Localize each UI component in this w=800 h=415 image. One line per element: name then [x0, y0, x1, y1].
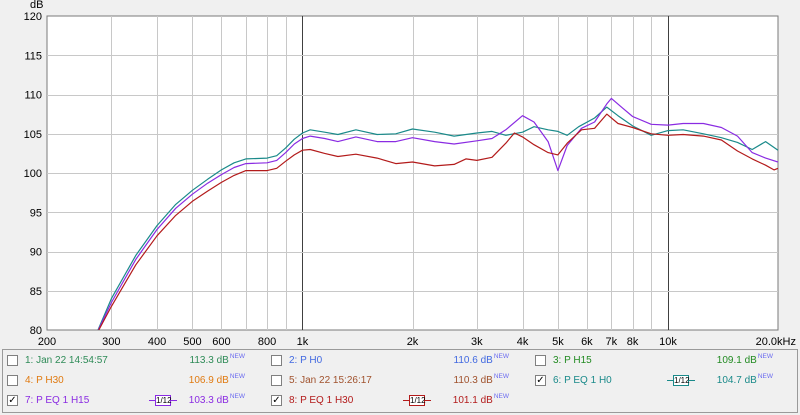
x-tick-label: 1k — [297, 336, 309, 348]
x-tick-label: 2k — [407, 336, 419, 348]
legend-label: 8: P EQ 1 H30 — [289, 395, 354, 406]
smoothing-button[interactable]: 1/12 — [667, 375, 695, 386]
legend-value: 104.7 dBNEW — [716, 373, 773, 386]
x-tick-label: 500 — [183, 336, 201, 348]
x-tick-label: 400 — [148, 336, 166, 348]
legend-entry[interactable]: ✓ 8: P EQ 1 H30 1/12 101.1 dBNEW — [267, 392, 531, 410]
new-badge: NEW — [229, 353, 245, 360]
y-tick-label: 110 — [24, 90, 42, 102]
y-tick-label: 115 — [24, 50, 42, 62]
legend-checkbox[interactable] — [535, 355, 546, 366]
new-badge: NEW — [229, 393, 245, 400]
legend-value: 106.9 dBNEW — [188, 373, 245, 386]
legend-label: 2: P H0 — [289, 355, 323, 366]
new-badge: NEW — [757, 353, 773, 360]
series-line-p-eq-1-h0 — [97, 106, 778, 330]
x-tick-label: 20.0kHz — [756, 336, 796, 348]
legend-value: 110.3 dBNEW — [453, 373, 509, 386]
legend-label: 1: Jan 22 14:54:57 — [25, 355, 108, 366]
series-lines — [97, 97, 778, 330]
legend-checkbox[interactable]: ✓ — [535, 375, 546, 386]
series-line-p-eq-1-h15 — [97, 97, 778, 330]
new-badge: NEW — [493, 373, 509, 380]
legend-label: 3: P H15 — [553, 355, 592, 366]
y-tick-labels: 80 85 90 95 100 105 110 115 120 — [24, 11, 42, 337]
legend-value: 103.3 dBNEW — [188, 393, 245, 406]
legend-entry[interactable]: ✓ 6: P EQ 1 H0 1/12 104.7 dBNEW — [531, 372, 795, 390]
legend-value: 109.1 dBNEW — [716, 353, 773, 366]
x-tick-label: 200 — [38, 336, 56, 348]
legend-value: 113.3 dBNEW — [189, 353, 245, 366]
smoothing-button[interactable]: 1/12 — [149, 395, 177, 406]
legend-checkbox[interactable] — [271, 355, 282, 366]
legend-label: 5: Jan 22 15:26:17 — [289, 375, 372, 386]
x-tick-label: 5k — [552, 336, 564, 348]
y-tick-label: 105 — [24, 129, 42, 141]
y-axis-label: dB — [30, 0, 43, 11]
legend-entry[interactable]: 1: Jan 22 14:54:57 113.3 dBNEW — [3, 352, 267, 370]
smoothing-label: 1/12 — [673, 375, 690, 386]
smoothing-button[interactable]: 1/12 — [403, 395, 431, 406]
x-tick-label: 7k — [606, 336, 618, 348]
y-tick-label: 95 — [30, 207, 42, 219]
legend-checkbox[interactable]: ✓ — [271, 395, 282, 406]
x-tick-label: 8k — [627, 336, 639, 348]
x-tick-label: 4k — [517, 336, 529, 348]
smoothing-label: 1/12 — [155, 395, 172, 406]
y-tick-label: 90 — [30, 247, 42, 259]
legend-label: 6: P EQ 1 H0 — [553, 375, 612, 386]
y-tick-label: 80 — [30, 325, 42, 337]
new-badge: NEW — [493, 393, 509, 400]
x-tick-label: 6k — [581, 336, 593, 348]
new-badge: NEW — [229, 373, 245, 380]
legend-entry[interactable]: 4: P H30 106.9 dBNEW — [3, 372, 267, 390]
y-tick-label: 120 — [24, 11, 42, 23]
series-line-p-eq-1-h30 — [98, 113, 778, 330]
legend-checkbox[interactable] — [271, 375, 282, 386]
x-tick-labels: 200 300 400 500 600 800 1k 2k 3k 4k 5k 6k 7k 8k 10k 20.… — [38, 336, 796, 348]
new-badge: NEW — [757, 373, 773, 380]
legend-entry[interactable]: ✓ 7: P EQ 1 H15 1/12 103.3 dBNEW — [3, 392, 267, 410]
y-tick-label: 100 — [24, 168, 42, 180]
legend-panel: 1: Jan 22 14:54:57 113.3 dBNEW 2: P H0 110.… — [2, 349, 798, 413]
x-tick-label: 800 — [258, 336, 276, 348]
x-tick-label: 600 — [212, 336, 230, 348]
x-tick-label: 300 — [102, 336, 120, 348]
legend-label: 7: P EQ 1 H15 — [25, 395, 90, 406]
legend-checkbox[interactable] — [7, 375, 18, 386]
frequency-response-chart[interactable]: 200 300 400 500 600 800 1k 2k 3k 4k 5k 6k 7k 8k 10k 20.… — [0, 0, 800, 349]
smoothing-label: 1/12 — [409, 395, 426, 406]
x-tick-label: 3k — [471, 336, 483, 348]
legend-value: 110.6 dBNEW — [453, 353, 509, 366]
legend-label: 4: P H30 — [25, 375, 64, 386]
legend-checkbox[interactable] — [7, 355, 18, 366]
legend-entry[interactable]: 2: P H0 110.6 dBNEW — [267, 352, 531, 370]
new-badge: NEW — [493, 353, 509, 360]
legend-value: 101.1 dBNEW — [452, 393, 509, 406]
legend-checkbox[interactable]: ✓ — [7, 395, 18, 406]
y-tick-label: 85 — [30, 286, 42, 298]
legend-entry[interactable]: 3: P H15 109.1 dBNEW — [531, 352, 795, 370]
legend-entry[interactable]: 5: Jan 22 15:26:17 110.3 dBNEW — [267, 372, 531, 390]
x-tick-label: 10k — [659, 336, 677, 348]
